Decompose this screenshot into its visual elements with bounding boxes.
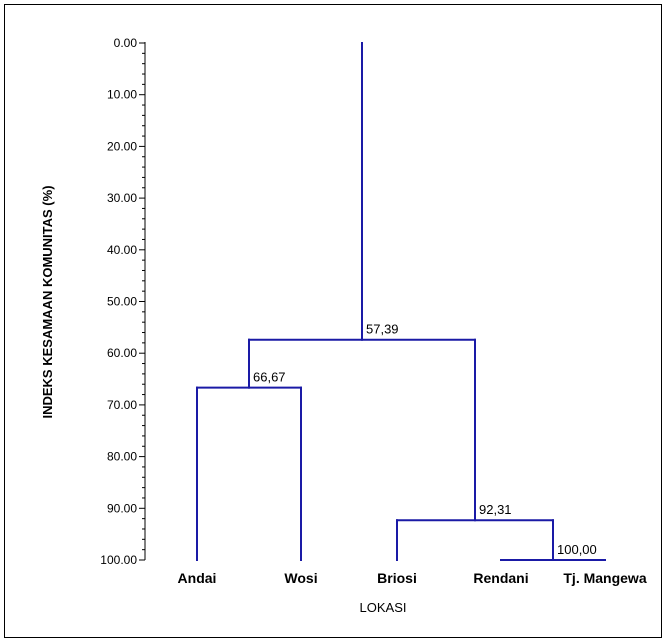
y-tick-label: 40.00 — [107, 243, 137, 257]
y-tick-label: 80.00 — [107, 450, 137, 464]
x-axis-category-labels: Andai Wosi Briosi Rendani Tj. Mangewa — [178, 570, 647, 586]
y-tick-label: 10.00 — [107, 88, 137, 102]
y-tick-label: 100.00 — [100, 553, 137, 567]
merge-labels: 100,00 92,31 66,67 57,39 — [253, 322, 597, 557]
y-tick-label: 20.00 — [107, 139, 137, 153]
category-label: Briosi — [377, 570, 417, 586]
category-label: Wosi — [284, 570, 317, 586]
merge-height-label: 57,39 — [366, 322, 399, 337]
y-tick-label: 60.00 — [107, 346, 137, 360]
y-tick-label: 90.00 — [107, 501, 137, 515]
y-tick-label: 50.00 — [107, 295, 137, 309]
y-tick-label: 70.00 — [107, 398, 137, 412]
merge-height-label: 100,00 — [557, 542, 597, 557]
y-tick-label: 0.00 — [114, 36, 138, 50]
merge-height-label: 92,31 — [479, 502, 512, 517]
y-axis-ticks: 0.00 10.00 20.00 30.00 40.00 50.00 60.00 70.00 8… — [100, 36, 145, 567]
merge-height-label: 66,67 — [253, 370, 286, 385]
x-axis-title: LOKASI — [360, 600, 407, 615]
y-axis-title: INDEKS KESAMAAN KOMUNITAS (%) — [40, 185, 55, 418]
y-tick-label: 30.00 — [107, 191, 137, 205]
dendrogram-branches — [196, 42, 606, 561]
category-label: Tj. Mangewa — [563, 570, 646, 586]
category-label: Andai — [178, 570, 217, 586]
category-label: Rendani — [473, 570, 528, 586]
